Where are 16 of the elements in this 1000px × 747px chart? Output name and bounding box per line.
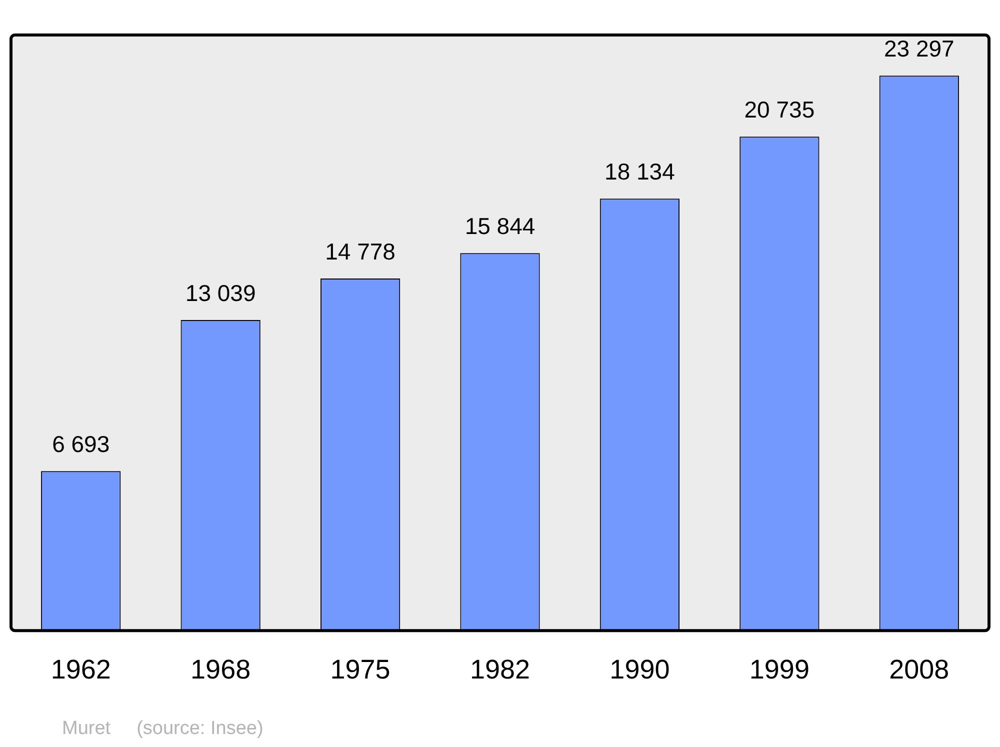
x-tick-label: 1999 [749,654,810,684]
text: Muret [62,718,111,739]
data-label: 15 844 [464,212,536,239]
x-tick-label: 1962 [50,654,111,684]
data-label: 23 297 [884,35,954,62]
x-tick-label: 1982 [470,654,530,684]
x-tick-label: 1968 [190,654,251,684]
data-label: 6 693 [52,430,110,457]
data-label: 14 778 [325,238,396,264]
text: (source: Insee) [136,718,264,739]
data-label: 20 735 [744,96,815,122]
x-tick-label: 2008 [889,654,950,684]
data-label: 13 039 [185,280,256,306]
x-tick-label: 1990 [610,654,670,684]
x-tick-label: 1975 [330,654,390,684]
data-label: 18 134 [604,158,676,184]
